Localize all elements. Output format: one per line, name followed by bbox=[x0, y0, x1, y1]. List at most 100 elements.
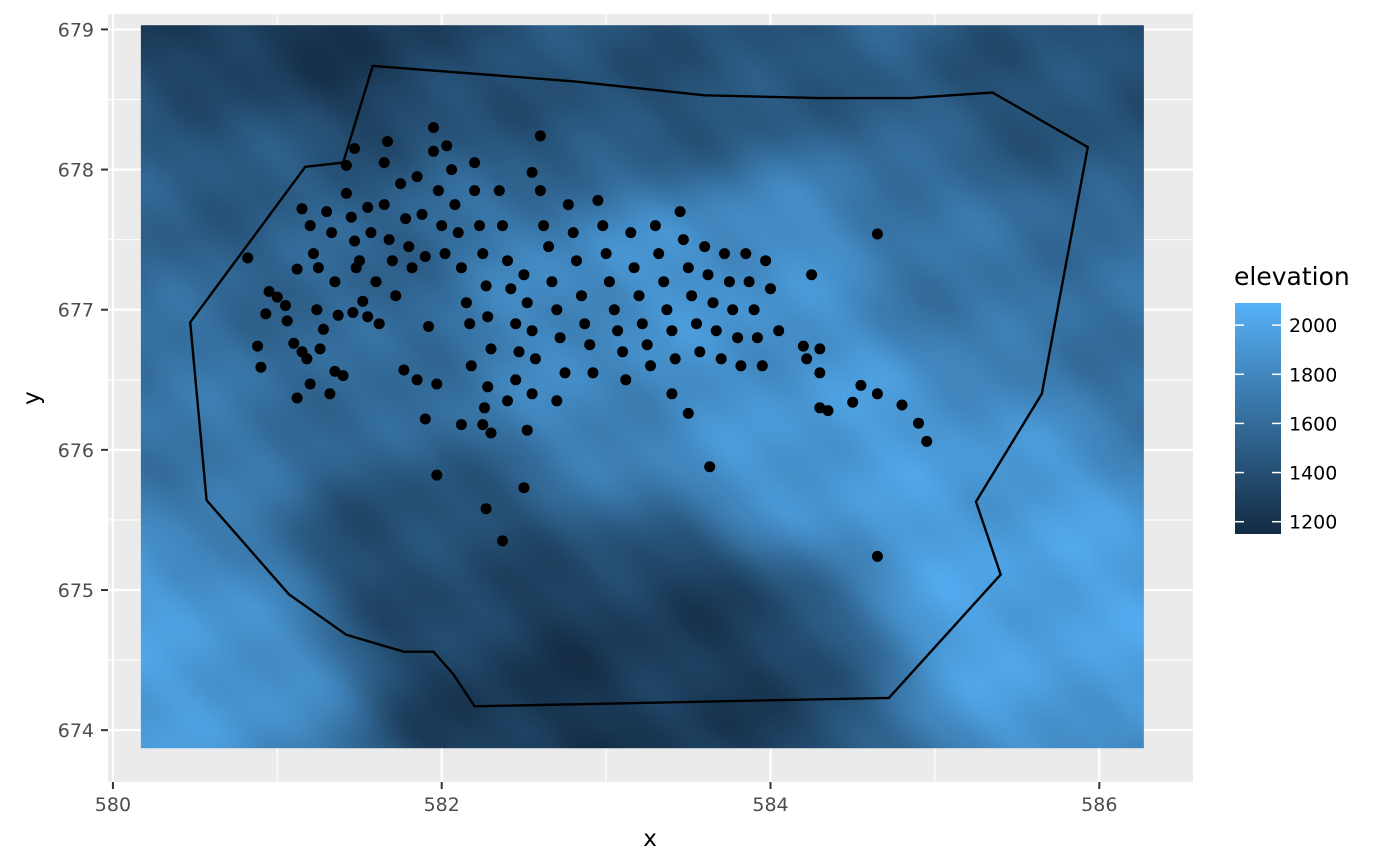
data-point bbox=[584, 339, 596, 351]
data-point bbox=[612, 325, 624, 337]
data-point bbox=[411, 171, 423, 183]
x-axis: 580 582 584 586 bbox=[95, 782, 1117, 816]
data-point bbox=[242, 252, 254, 264]
data-point bbox=[260, 308, 272, 320]
data-point bbox=[674, 206, 686, 218]
colorbar bbox=[1235, 303, 1281, 534]
data-point bbox=[628, 262, 640, 274]
colorbar-label: 1200 bbox=[1289, 512, 1337, 534]
data-point bbox=[395, 178, 407, 190]
data-point bbox=[314, 343, 326, 355]
data-point bbox=[431, 378, 443, 390]
data-point bbox=[362, 201, 374, 213]
data-point bbox=[370, 276, 382, 288]
legend: elevation 2000 1800 1600 1400 1200 bbox=[1234, 262, 1350, 534]
data-point bbox=[345, 211, 357, 223]
data-point bbox=[579, 318, 591, 330]
data-point bbox=[479, 402, 490, 414]
data-point bbox=[382, 136, 393, 147]
data-point bbox=[653, 248, 665, 260]
data-point bbox=[304, 378, 316, 390]
data-point bbox=[347, 307, 359, 318]
data-point bbox=[357, 295, 369, 307]
data-point bbox=[263, 286, 275, 297]
y-tick-label: 676 bbox=[58, 440, 94, 462]
legend-title: elevation bbox=[1234, 262, 1350, 291]
data-point bbox=[710, 325, 722, 337]
data-point bbox=[704, 461, 716, 473]
data-point bbox=[814, 343, 826, 355]
y-axis: 674 675 676 677 678 679 bbox=[58, 19, 108, 742]
data-point bbox=[288, 337, 300, 349]
data-point bbox=[252, 340, 264, 352]
data-point bbox=[814, 367, 826, 379]
data-point bbox=[636, 318, 648, 330]
data-point bbox=[587, 367, 599, 379]
data-point bbox=[485, 427, 497, 439]
data-point bbox=[337, 370, 349, 382]
data-point bbox=[312, 262, 324, 274]
data-point bbox=[304, 220, 316, 232]
data-point bbox=[554, 332, 566, 344]
data-point bbox=[526, 325, 538, 337]
data-point bbox=[691, 318, 702, 330]
data-point bbox=[686, 290, 698, 302]
data-point bbox=[682, 407, 694, 419]
data-point bbox=[735, 360, 747, 372]
data-point bbox=[534, 130, 546, 142]
data-point bbox=[529, 353, 541, 365]
data-point bbox=[551, 304, 563, 316]
data-point bbox=[559, 367, 571, 379]
data-point bbox=[350, 262, 362, 274]
data-point bbox=[751, 332, 763, 344]
data-point bbox=[502, 255, 513, 267]
data-point bbox=[518, 269, 530, 281]
data-point bbox=[633, 290, 645, 302]
data-point bbox=[603, 276, 615, 288]
data-point bbox=[390, 290, 402, 302]
data-point bbox=[620, 374, 632, 386]
data-point bbox=[432, 185, 444, 197]
data-point bbox=[482, 381, 494, 393]
data-point bbox=[521, 297, 533, 309]
data-point bbox=[617, 346, 629, 358]
data-point bbox=[661, 304, 673, 316]
data-point bbox=[806, 269, 818, 281]
data-point bbox=[455, 262, 467, 274]
data-point bbox=[428, 145, 439, 157]
data-point bbox=[378, 157, 390, 169]
data-point bbox=[719, 248, 730, 260]
data-point bbox=[551, 395, 563, 407]
data-point bbox=[406, 262, 418, 274]
data-point bbox=[477, 419, 489, 431]
data-point bbox=[431, 469, 443, 481]
data-point bbox=[546, 276, 558, 288]
data-point bbox=[480, 503, 492, 515]
x-tick-label: 580 bbox=[95, 794, 131, 816]
data-point bbox=[291, 263, 303, 275]
data-point bbox=[625, 227, 637, 239]
data-point bbox=[513, 346, 525, 358]
data-point bbox=[534, 185, 546, 197]
data-point bbox=[727, 304, 739, 316]
data-point bbox=[592, 194, 604, 206]
data-point bbox=[301, 353, 313, 365]
data-point bbox=[464, 318, 476, 330]
x-tick-label: 584 bbox=[752, 794, 788, 816]
data-point bbox=[291, 392, 303, 404]
data-point bbox=[699, 241, 711, 253]
y-tick-label: 678 bbox=[58, 160, 94, 182]
data-point bbox=[743, 276, 755, 288]
data-point bbox=[340, 159, 352, 171]
data-point bbox=[465, 360, 477, 372]
data-point bbox=[669, 353, 681, 365]
data-point bbox=[271, 291, 283, 303]
boundary-polygon bbox=[188, 64, 1090, 708]
data-point bbox=[493, 185, 505, 197]
data-point bbox=[707, 297, 719, 309]
data-point bbox=[518, 482, 530, 494]
y-tick-label: 679 bbox=[58, 19, 94, 41]
colorbar-label: 1600 bbox=[1289, 413, 1337, 435]
data-point bbox=[871, 388, 883, 400]
data-point bbox=[801, 353, 813, 365]
